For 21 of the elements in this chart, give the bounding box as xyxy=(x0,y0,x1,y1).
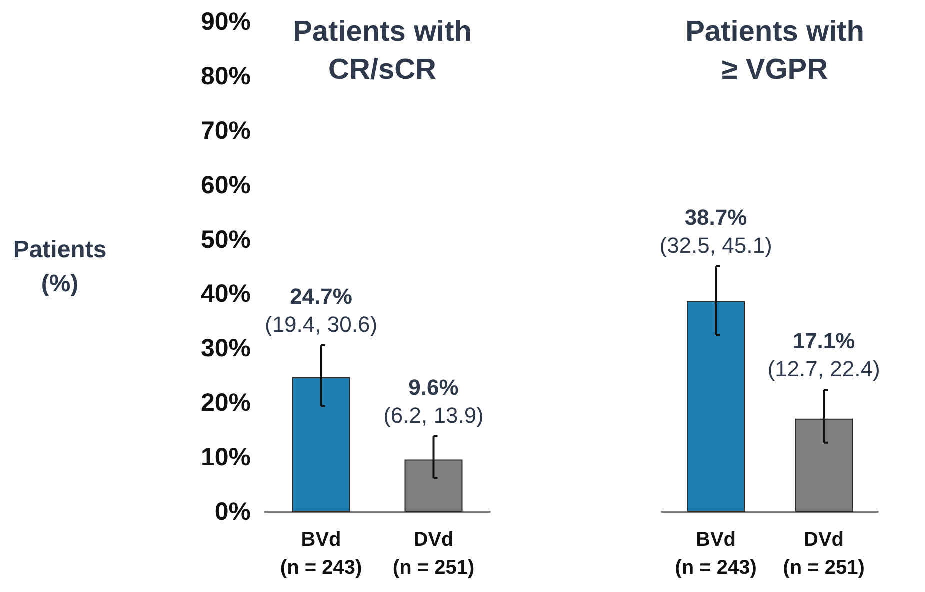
y-tick-label: 10% xyxy=(200,444,251,472)
chart-title: Patients with CR/sCR xyxy=(293,16,472,86)
x-tick-label: DVd (n = 251) xyxy=(392,529,475,579)
data-label: 9.6% (6.2, 13.9) xyxy=(384,374,484,428)
y-tick-label: 50% xyxy=(200,226,251,254)
y-tick-label: 80% xyxy=(200,62,251,90)
x-tick-label: BVd (n = 243) xyxy=(675,529,757,579)
y-tick-label: 20% xyxy=(200,389,251,418)
x-tick-label: DVd (n = 251) xyxy=(783,529,865,579)
x-tick-label: BVd (n = 243) xyxy=(280,529,362,579)
y-tick-label: 0% xyxy=(214,498,251,526)
y-tick-label: 70% xyxy=(200,116,251,145)
data-label: 17.1% (12.7, 22.4) xyxy=(768,328,880,382)
data-label: 24.7% (19.4, 30.6) xyxy=(264,284,378,337)
y-tick-label: 40% xyxy=(200,280,251,308)
y-tick-label: 60% xyxy=(200,171,251,200)
y-tick-label: 90% xyxy=(200,8,251,36)
y-tick-label: 30% xyxy=(200,334,251,363)
chart-title: Patients with ≥ VGPR xyxy=(686,16,864,86)
y-axis-title: Patients (%) xyxy=(13,236,107,298)
data-label: 38.7% (32.5, 45.1) xyxy=(660,204,772,258)
